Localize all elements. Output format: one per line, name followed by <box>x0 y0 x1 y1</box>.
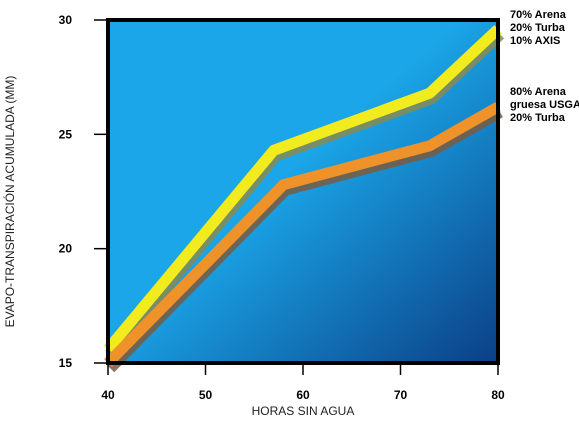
x-tick-label: 60 <box>296 388 310 402</box>
y-tick-label: 15 <box>59 356 73 370</box>
axes: 40 50 60 70 80 15 20 25 30 <box>59 13 505 402</box>
plot-frame <box>106 18 500 365</box>
x-tick-label: 70 <box>394 388 408 402</box>
legend-line: 20% Turba <box>510 112 566 124</box>
legend-line: 70% Arena <box>510 9 567 21</box>
legend-line: gruesa USGA <box>510 99 579 111</box>
y-tick-label: 20 <box>59 242 73 256</box>
x-axis-title: HORAS SIN AGUA <box>252 404 355 418</box>
legend-line: 10% AXIS <box>510 35 560 47</box>
legend-entry-1: 70% Arena 20% Turba 10% AXIS <box>510 9 567 47</box>
y-tick-label: 30 <box>59 13 73 27</box>
series-2-line <box>104 102 501 367</box>
x-tick-label: 40 <box>101 388 115 402</box>
x-tick-label: 50 <box>199 388 213 402</box>
x-tick-label: 80 <box>491 388 505 402</box>
series-group <box>103 25 505 373</box>
legend-line: 20% Turba <box>510 22 566 34</box>
legend-entry-2: 80% Arena gruesa USGA 20% Turba <box>510 86 579 124</box>
series-1-line <box>103 25 502 353</box>
legend-line: 80% Arena <box>510 86 567 98</box>
y-axis-title: EVAPO-TRANSPIRACIÓN ACUMULADA (MM) <box>2 76 17 328</box>
y-tick-label: 25 <box>59 127 73 141</box>
